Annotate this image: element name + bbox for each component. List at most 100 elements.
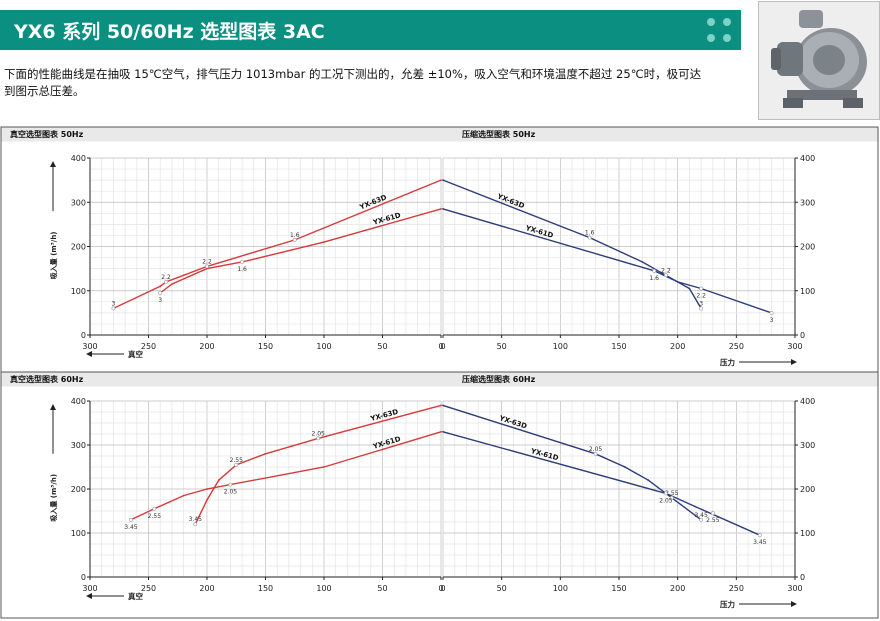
y-axis-arrowhead (50, 404, 56, 410)
y-tick-label: 200 (800, 243, 815, 252)
annotation-marker (205, 264, 209, 269)
y-tick-label: 300 (71, 441, 86, 450)
x-tick-label: 300 (787, 342, 802, 351)
y-tick-label: 100 (800, 287, 815, 296)
title-banner: YX6 系列 50/60Hz 选型图表 3AC (0, 10, 741, 50)
y-axis-label: 吸入量 (m³/h) (49, 231, 58, 279)
series-line-YX-63D (442, 404, 702, 521)
annotation-marker (152, 506, 157, 511)
x-tick-label: 0 (438, 342, 443, 351)
test-conditions-text: 下面的性能曲线是在抽吸 15℃空气，排气压力 1013mbar 的工况下测出的，… (4, 67, 702, 98)
page-title: YX6 系列 50/60Hz 选型图表 3AC (14, 21, 325, 43)
x-tick-label: 150 (611, 584, 626, 593)
x-axis-label: 压力 (720, 599, 735, 609)
y-axis-arrowhead (50, 161, 56, 167)
data-label: 3 (111, 300, 115, 307)
data-point (206, 499, 208, 501)
data-label: 2.05 (659, 497, 673, 504)
chart-4: 压缩选型图表 60Hz 0 100 200 300 400 0 50 100 150 200 250 3… (440, 374, 815, 609)
y-tick-label: 200 (71, 485, 86, 494)
data-point (323, 466, 325, 468)
x-tick-label: 200 (670, 342, 685, 351)
data-point (182, 494, 185, 497)
x-tick-label: 100 (553, 584, 568, 593)
x-tick-label: 250 (141, 342, 156, 351)
data-point (206, 488, 208, 490)
y-tick-label: 0 (81, 573, 86, 582)
data-point (442, 430, 444, 433)
data-label: 1.6 (585, 230, 595, 237)
annotation-marker (316, 436, 321, 441)
y-tick-label: 0 (800, 331, 805, 340)
x-tick-label: 0 (440, 342, 445, 351)
data-point (182, 274, 185, 277)
data-label: 1.6 (237, 266, 247, 273)
data-point (641, 261, 644, 263)
y-tick-label: 200 (800, 485, 815, 494)
data-point (440, 404, 442, 407)
data-point (264, 452, 267, 455)
side-channel-blower-icon (759, 2, 879, 119)
y-tick-label: 400 (800, 154, 815, 163)
x-tick-label: 100 (316, 584, 331, 593)
data-point (217, 479, 220, 482)
data-point (694, 505, 697, 508)
series-line-YX-61D (159, 208, 442, 294)
panel-frame (0, 371, 879, 619)
annotation-marker (587, 235, 592, 240)
data-point (159, 285, 162, 288)
y-tick-label: 400 (800, 397, 815, 406)
y-tick-label: 300 (800, 441, 815, 450)
data-point (440, 430, 442, 433)
x-tick-label: 200 (199, 584, 214, 593)
annotation-marker (593, 451, 598, 456)
x-tick-label: 300 (82, 342, 97, 351)
data-point (676, 281, 679, 283)
data-label: 3.45 (189, 516, 203, 523)
data-point (440, 207, 442, 210)
x-tick-label: 50 (497, 342, 507, 351)
data-point (171, 283, 173, 286)
x-axis-arrowhead (86, 351, 92, 357)
data-point (688, 287, 691, 290)
x-tick-label: 100 (316, 342, 331, 351)
data-label: 2.05 (224, 489, 238, 496)
annotation-marker (769, 310, 774, 315)
x-axis-label: 真空 (128, 591, 143, 601)
data-label: 2.2 (696, 293, 706, 300)
x-tick-label: 250 (729, 584, 744, 593)
annotation-marker (652, 268, 657, 273)
data-label: 1.6 (649, 275, 659, 282)
y-tick-label: 200 (71, 243, 86, 252)
y-tick-label: 100 (71, 287, 86, 296)
x-axis-arrowhead (791, 359, 797, 365)
chart-title: 真空选型图表 60Hz (10, 374, 84, 384)
data-label: 2.05 (311, 430, 325, 437)
x-tick-label: 150 (611, 342, 626, 351)
data-label: 2.55 (148, 513, 162, 520)
y-tick-label: 400 (71, 397, 86, 406)
x-tick-label: 50 (497, 584, 507, 593)
x-axis-label: 真空 (128, 349, 143, 359)
data-point (442, 179, 444, 182)
y-tick-label: 0 (800, 573, 805, 582)
y-tick-label: 400 (71, 154, 86, 163)
x-axis-label: 压力 (720, 357, 735, 367)
product-photo (758, 1, 880, 120)
data-label: 2.55 (665, 490, 679, 497)
data-point (323, 241, 325, 243)
data-label: 2.55 (706, 517, 720, 524)
annotation-marker (699, 306, 704, 311)
x-tick-label: 300 (82, 584, 97, 593)
data-point (440, 179, 442, 182)
annotation-marker (699, 286, 704, 291)
annotation-marker (664, 491, 668, 496)
x-axis-arrowhead (791, 601, 797, 607)
data-label: 3.45 (124, 524, 138, 531)
data-label: 3.45 (753, 539, 767, 546)
data-label: 3 (699, 300, 703, 307)
x-axis-arrowhead (86, 593, 92, 599)
annotation-marker (669, 495, 674, 500)
annotation-marker (193, 522, 198, 527)
